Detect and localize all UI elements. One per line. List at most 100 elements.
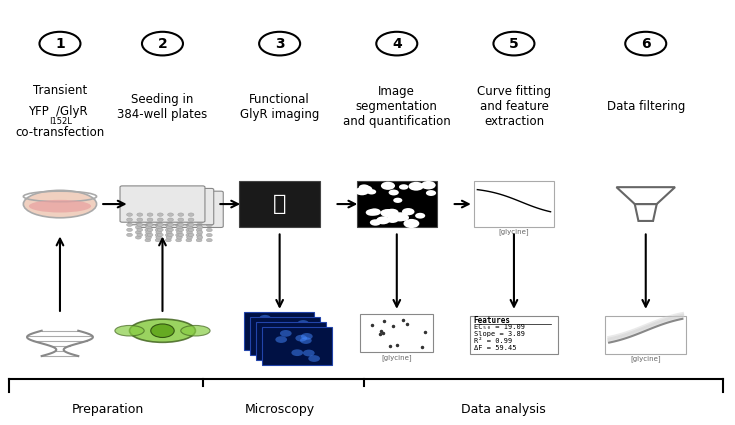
Circle shape <box>286 335 298 342</box>
Circle shape <box>298 345 309 352</box>
Circle shape <box>207 238 212 242</box>
Circle shape <box>404 219 420 228</box>
FancyBboxPatch shape <box>262 327 331 365</box>
Circle shape <box>392 212 408 221</box>
Circle shape <box>295 346 307 353</box>
Circle shape <box>187 221 193 224</box>
Circle shape <box>156 226 162 229</box>
Circle shape <box>289 332 301 338</box>
Circle shape <box>303 354 315 360</box>
FancyBboxPatch shape <box>245 312 314 350</box>
Circle shape <box>145 238 151 242</box>
Circle shape <box>178 223 184 227</box>
Circle shape <box>135 215 141 219</box>
FancyBboxPatch shape <box>251 317 320 355</box>
Circle shape <box>187 215 193 219</box>
Circle shape <box>165 218 171 221</box>
Circle shape <box>305 334 317 341</box>
Text: 3: 3 <box>275 37 284 51</box>
Text: [glycine]: [glycine] <box>631 355 661 362</box>
Circle shape <box>285 321 297 328</box>
Circle shape <box>287 333 298 340</box>
Circle shape <box>176 233 182 237</box>
Circle shape <box>168 218 173 221</box>
FancyBboxPatch shape <box>120 186 205 222</box>
Circle shape <box>146 236 151 239</box>
FancyBboxPatch shape <box>257 322 326 360</box>
Circle shape <box>385 209 398 216</box>
Circle shape <box>155 218 161 221</box>
Circle shape <box>157 228 163 232</box>
Circle shape <box>207 228 212 232</box>
Circle shape <box>126 228 132 232</box>
Circle shape <box>155 233 161 237</box>
Circle shape <box>176 228 182 232</box>
Text: I152L: I152L <box>49 117 72 127</box>
Circle shape <box>207 233 212 237</box>
Circle shape <box>145 233 151 237</box>
Circle shape <box>147 233 153 237</box>
FancyBboxPatch shape <box>606 316 686 354</box>
Circle shape <box>176 226 182 229</box>
Circle shape <box>137 213 143 216</box>
Circle shape <box>146 221 151 224</box>
Circle shape <box>147 223 153 227</box>
Circle shape <box>400 215 409 220</box>
Text: 4: 4 <box>392 37 401 51</box>
Circle shape <box>165 228 171 232</box>
Ellipse shape <box>181 326 210 336</box>
Circle shape <box>267 342 279 349</box>
Circle shape <box>302 350 314 357</box>
Circle shape <box>188 233 194 237</box>
Circle shape <box>178 213 184 216</box>
FancyBboxPatch shape <box>240 181 320 227</box>
Circle shape <box>284 323 295 329</box>
Circle shape <box>282 340 293 347</box>
Circle shape <box>126 218 132 221</box>
Text: Features: Features <box>473 316 511 325</box>
Text: Data analysis: Data analysis <box>461 402 545 416</box>
Circle shape <box>275 350 287 357</box>
Circle shape <box>168 233 173 237</box>
FancyBboxPatch shape <box>473 181 554 227</box>
Circle shape <box>135 231 141 234</box>
Circle shape <box>376 216 390 224</box>
Circle shape <box>298 326 309 333</box>
Circle shape <box>135 236 141 239</box>
Circle shape <box>274 326 286 332</box>
Circle shape <box>155 228 161 232</box>
Circle shape <box>188 228 194 232</box>
Text: Transient: Transient <box>33 84 87 96</box>
Circle shape <box>146 226 151 229</box>
Circle shape <box>126 223 132 227</box>
Circle shape <box>409 182 424 191</box>
Circle shape <box>165 238 171 242</box>
Circle shape <box>126 213 132 216</box>
Circle shape <box>186 238 192 242</box>
Circle shape <box>188 218 194 221</box>
Circle shape <box>156 231 162 234</box>
Circle shape <box>168 228 173 232</box>
Circle shape <box>188 213 194 216</box>
Text: [glycine]: [glycine] <box>381 354 412 361</box>
Circle shape <box>196 233 202 237</box>
Circle shape <box>415 213 426 218</box>
Circle shape <box>155 238 161 242</box>
Circle shape <box>265 343 276 349</box>
Circle shape <box>187 226 193 229</box>
Text: [glycine]: [glycine] <box>498 229 529 235</box>
Text: R² = 0.99: R² = 0.99 <box>473 338 512 344</box>
Circle shape <box>196 228 202 232</box>
Circle shape <box>367 189 376 195</box>
Circle shape <box>366 209 377 216</box>
Circle shape <box>402 208 415 215</box>
Circle shape <box>145 228 151 232</box>
Text: ΔF = 59.45: ΔF = 59.45 <box>473 345 516 351</box>
Text: 🔬: 🔬 <box>273 194 287 214</box>
Circle shape <box>155 223 161 227</box>
Circle shape <box>176 231 182 234</box>
Circle shape <box>381 209 396 218</box>
Circle shape <box>196 238 202 242</box>
Ellipse shape <box>129 319 196 342</box>
Text: Preparation: Preparation <box>71 402 143 416</box>
